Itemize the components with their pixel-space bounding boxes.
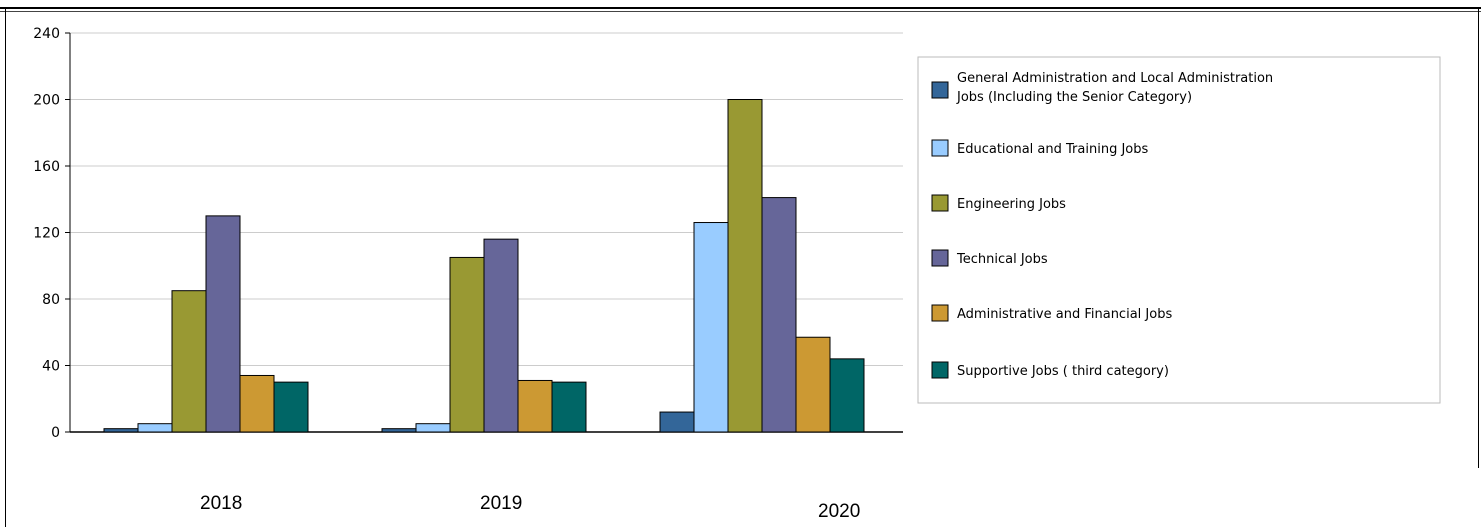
- legend-swatch: [931, 194, 949, 212]
- legend-label: Engineering Jobs: [957, 197, 1066, 212]
- bar-2019-series-1: [415, 423, 451, 433]
- legend-swatch: [931, 361, 949, 379]
- frame-top-border: [0, 7, 1481, 9]
- legend-swatch: [931, 139, 949, 157]
- bar-2019-series-5: [551, 381, 587, 433]
- bar-2019-series-3: [483, 238, 519, 433]
- bar-2020-series-1: [693, 222, 729, 433]
- legend-swatch: [931, 249, 949, 267]
- legend-label: Technical Jobs: [956, 252, 1048, 267]
- y-tick-label: 40: [42, 359, 60, 375]
- frame-left-border: [5, 8, 6, 527]
- legend-swatch: [931, 81, 949, 99]
- frame-right-border: [1478, 8, 1479, 468]
- bar-2018-series-1: [137, 423, 173, 433]
- legend-label: Administrative and Financial Jobs: [957, 307, 1172, 322]
- bar-2018-series-2: [171, 290, 207, 433]
- bar-2019-series-4: [517, 379, 553, 433]
- bar-2019-series-0: [381, 428, 417, 433]
- frame-top-inner-border: [0, 11, 1481, 12]
- bar-2018-series-5: [273, 381, 309, 433]
- legend-swatch: [931, 304, 949, 322]
- bar-2018-series-0: [103, 428, 139, 433]
- legend-label: Supportive Jobs ( third category): [957, 364, 1169, 379]
- x-tick-label-2018: 2018: [200, 493, 243, 514]
- legend: General Administration and Local Adminis…: [917, 56, 1441, 404]
- bar-2020-series-3: [761, 197, 797, 433]
- y-tick-label: 0: [51, 425, 60, 441]
- y-tick-label: 240: [33, 26, 60, 42]
- x-tick-label-2020: 2020: [818, 501, 861, 522]
- legend-box: [917, 56, 1441, 404]
- y-tick-label: 80: [42, 292, 60, 308]
- legend-label: Jobs (Including the Senior Category): [956, 90, 1192, 105]
- bar-2020-series-0: [659, 411, 695, 433]
- y-tick-label: 160: [33, 159, 60, 175]
- bar-2018-series-4: [239, 374, 275, 433]
- x-tick-label-2019: 2019: [480, 493, 523, 514]
- bar-2020-series-5: [829, 358, 865, 433]
- bar-2019-series-2: [449, 256, 485, 433]
- legend-label: Educational and Training Jobs: [957, 142, 1148, 157]
- bar-2020-series-4: [795, 336, 831, 433]
- bar-2018-series-3: [205, 215, 241, 433]
- y-tick-label: 120: [33, 226, 60, 242]
- y-tick-label: 200: [33, 93, 60, 109]
- legend-label: General Administration and Local Adminis…: [957, 71, 1273, 86]
- bar-2020-series-2: [727, 99, 763, 433]
- bars: [103, 99, 865, 433]
